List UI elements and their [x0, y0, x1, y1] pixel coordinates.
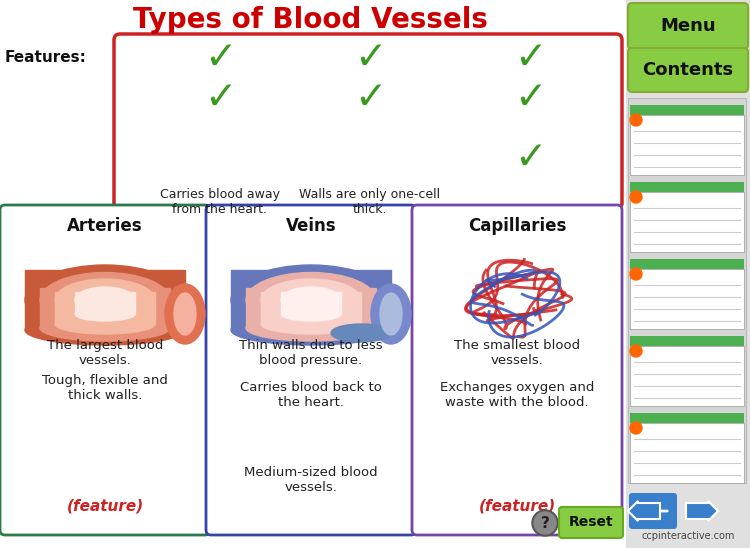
Ellipse shape	[261, 279, 361, 321]
Text: ccpinteractive.com: ccpinteractive.com	[641, 531, 735, 541]
Text: Arteries: Arteries	[68, 217, 142, 235]
FancyBboxPatch shape	[630, 182, 744, 192]
FancyBboxPatch shape	[630, 105, 744, 115]
FancyBboxPatch shape	[628, 3, 748, 49]
Bar	[261, 292, 361, 324]
Ellipse shape	[281, 287, 341, 313]
Circle shape	[534, 512, 556, 534]
Text: Features:: Features:	[5, 50, 87, 66]
Text: Contents: Contents	[643, 61, 734, 79]
Text: ✓: ✓	[514, 139, 546, 177]
Circle shape	[532, 510, 558, 536]
Text: Carries blood back to
the heart.: Carries blood back to the heart.	[240, 381, 382, 409]
Ellipse shape	[55, 279, 155, 321]
Ellipse shape	[55, 314, 155, 334]
FancyBboxPatch shape	[0, 0, 626, 548]
Text: ✓: ✓	[514, 39, 546, 77]
Text: ✓: ✓	[354, 79, 386, 117]
FancyBboxPatch shape	[629, 493, 677, 529]
Text: Capillaries: Capillaries	[468, 217, 566, 235]
Ellipse shape	[25, 265, 185, 335]
Ellipse shape	[281, 307, 341, 321]
Ellipse shape	[75, 307, 135, 321]
FancyBboxPatch shape	[630, 346, 744, 406]
FancyBboxPatch shape	[630, 423, 744, 483]
Text: Tough, flexible and
thick walls.: Tough, flexible and thick walls.	[42, 374, 168, 402]
Circle shape	[630, 191, 642, 203]
Circle shape	[630, 422, 642, 434]
Ellipse shape	[380, 293, 402, 335]
FancyBboxPatch shape	[630, 259, 744, 269]
Text: ?: ?	[541, 516, 550, 530]
FancyBboxPatch shape	[630, 336, 744, 346]
FancyBboxPatch shape	[630, 192, 744, 252]
Text: Medium-sized blood
vessels.: Medium-sized blood vessels.	[244, 466, 378, 494]
Ellipse shape	[174, 293, 196, 335]
Text: (feature): (feature)	[478, 499, 556, 513]
Text: (feature): (feature)	[66, 499, 144, 513]
FancyBboxPatch shape	[628, 98, 746, 483]
Text: Carries blood away
from the heart.: Carries blood away from the heart.	[160, 188, 280, 216]
FancyBboxPatch shape	[628, 48, 748, 92]
Ellipse shape	[75, 287, 135, 313]
FancyArrow shape	[686, 501, 718, 521]
FancyBboxPatch shape	[559, 507, 623, 538]
Circle shape	[630, 268, 642, 280]
Text: ✓: ✓	[514, 79, 546, 117]
Ellipse shape	[40, 315, 170, 341]
Text: Thin walls due to less
blood pressure.: Thin walls due to less blood pressure.	[239, 339, 382, 367]
Bar	[281, 292, 341, 314]
Ellipse shape	[261, 314, 361, 334]
Text: The smallest blood
vessels.: The smallest blood vessels.	[454, 339, 580, 367]
Ellipse shape	[231, 265, 391, 335]
Ellipse shape	[246, 272, 376, 328]
FancyBboxPatch shape	[114, 34, 622, 209]
Ellipse shape	[246, 315, 376, 341]
FancyBboxPatch shape	[630, 413, 744, 423]
FancyBboxPatch shape	[412, 205, 622, 535]
Ellipse shape	[40, 272, 170, 328]
Circle shape	[630, 345, 642, 357]
Ellipse shape	[165, 284, 205, 344]
Ellipse shape	[331, 324, 391, 342]
Text: Walls are only one-cell
thick.: Walls are only one-cell thick.	[299, 188, 440, 216]
FancyBboxPatch shape	[626, 0, 750, 548]
Ellipse shape	[25, 315, 185, 345]
Ellipse shape	[231, 315, 391, 345]
Text: ✓: ✓	[204, 39, 236, 77]
FancyBboxPatch shape	[630, 269, 744, 329]
Bar	[25, 270, 185, 330]
Bar	[246, 288, 376, 328]
Text: Types of Blood Vessels: Types of Blood Vessels	[133, 6, 488, 34]
FancyBboxPatch shape	[206, 205, 416, 535]
Text: Reset: Reset	[568, 516, 614, 529]
Text: Exchanges oxygen and
waste with the blood.: Exchanges oxygen and waste with the bloo…	[440, 381, 594, 409]
Bar	[75, 292, 135, 314]
Circle shape	[630, 114, 642, 126]
Text: Menu: Menu	[660, 17, 716, 35]
FancyBboxPatch shape	[630, 115, 744, 175]
FancyArrow shape	[628, 501, 660, 521]
Ellipse shape	[371, 284, 411, 344]
Text: ✓: ✓	[204, 79, 236, 117]
Text: ✓: ✓	[354, 39, 386, 77]
Bar	[55, 292, 155, 324]
Text: Veins: Veins	[286, 217, 336, 235]
Bar	[40, 288, 170, 328]
FancyBboxPatch shape	[0, 205, 210, 535]
Bar	[231, 270, 391, 330]
Text: The largest blood
vessels.: The largest blood vessels.	[46, 339, 164, 367]
